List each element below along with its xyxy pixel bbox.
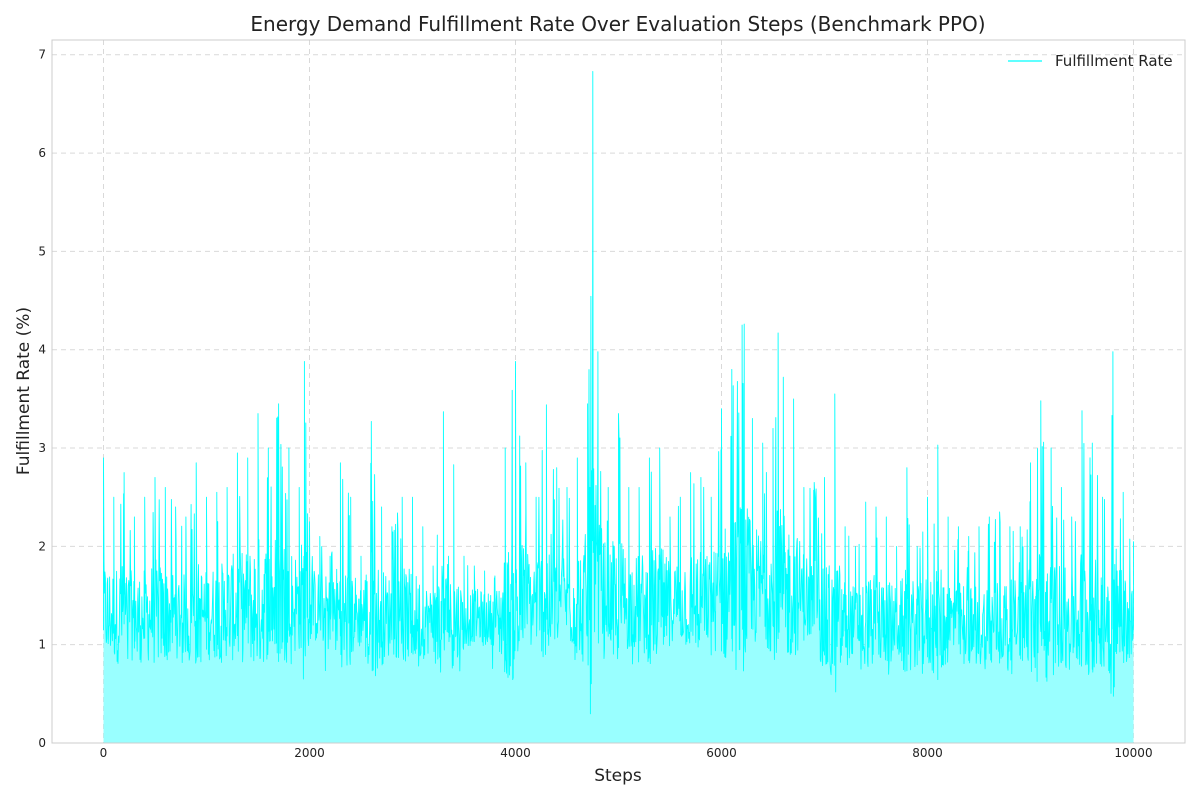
chart-title: Energy Demand Fulfillment Rate Over Eval…	[250, 12, 985, 36]
y-tick-label: 0	[38, 736, 46, 750]
fulfillment-rate-line	[103, 71, 1134, 715]
series-fulfillment-rate	[103, 71, 1134, 743]
x-tick-label: 8000	[912, 746, 943, 760]
x-axis-label: Steps	[594, 766, 642, 786]
y-axis-ticks: 0 1 2 3 4 5 6 7	[38, 48, 46, 750]
y-tick-label: 7	[38, 48, 46, 62]
y-tick-label: 2	[38, 539, 46, 553]
x-tick-label: 2000	[294, 746, 325, 760]
x-axis-ticks: 0 2000 4000 6000 8000 10000	[100, 746, 1153, 760]
x-tick-label: 4000	[500, 746, 531, 760]
x-tick-label: 0	[100, 746, 108, 760]
y-tick-label: 5	[38, 244, 46, 258]
y-tick-label: 1	[38, 638, 46, 652]
y-tick-label: 6	[38, 146, 46, 160]
plot-frame	[51, 39, 1186, 744]
y-tick-label: 3	[38, 441, 46, 455]
y-axis-label: Fulfillment Rate (%)	[14, 307, 34, 475]
legend: Fulfillment Rate	[1008, 52, 1173, 70]
y-tick-label: 4	[38, 343, 46, 357]
legend-label: Fulfillment Rate	[1055, 52, 1173, 70]
x-tick-label: 10000	[1114, 746, 1152, 760]
x-tick-label: 6000	[706, 746, 737, 760]
